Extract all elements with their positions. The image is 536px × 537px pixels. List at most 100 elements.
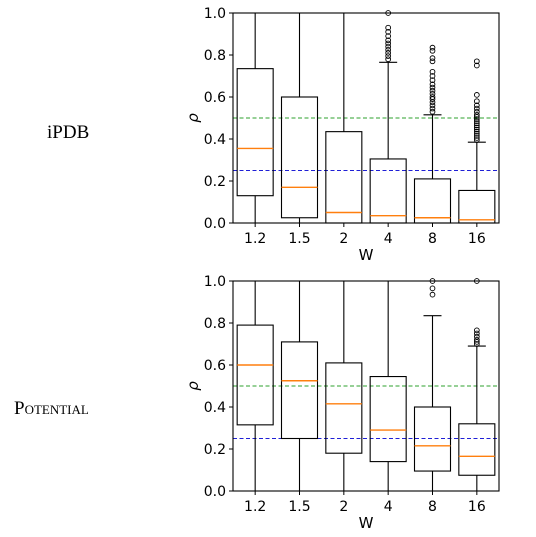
outlier-point (385, 50, 392, 56)
outlier-point (429, 285, 436, 292)
outlier-point (473, 135, 480, 141)
x-tick-label: 1.5 (288, 499, 310, 515)
y-tick-label: 0.8 (204, 48, 226, 64)
outlier-point (473, 122, 480, 129)
outlier-point (429, 73, 436, 79)
x-tick-label: 2 (339, 499, 348, 515)
outlier-point (429, 68, 436, 75)
y-tick-label: 0.4 (204, 400, 226, 416)
outlier-point (473, 327, 480, 334)
outlier-point (473, 118, 480, 125)
box-4 (369, 10, 407, 224)
box-iqr (280, 96, 319, 219)
outlier-point (429, 291, 436, 298)
outlier-point (429, 77, 436, 84)
y-tick-label: 0.0 (204, 216, 226, 232)
box-iqr (413, 406, 452, 472)
outlier-point (473, 130, 480, 137)
row-label-potential: Potential (14, 398, 89, 419)
outlier-point (473, 341, 480, 347)
outlier-point (385, 56, 392, 63)
boxplot-chart-potential: 0.0 0.2 0.4 0.6 0.8 1.0 1.2 1.5 2 4 8 16 Wρ (184, 274, 500, 532)
x-axis-label: W (359, 246, 374, 264)
y-tick-label: 0.8 (204, 316, 226, 332)
outlier-point (429, 94, 436, 100)
outlier-point (473, 128, 480, 135)
outlier-point (473, 116, 480, 122)
outlier-point (473, 62, 480, 69)
box-iqr (280, 341, 319, 440)
outlier-point (385, 33, 392, 39)
boxplot-chart-ipdb: 0.0 0.2 0.4 0.6 0.8 1.0 1.2 1.5 2 4 8 16 Wρ (184, 6, 500, 264)
outlier-point (429, 87, 436, 94)
outlier-point (473, 98, 480, 105)
outlier-point (473, 102, 480, 109)
outlier-point (385, 29, 392, 35)
outlier-point (473, 108, 480, 115)
x-tick-label: 1.2 (244, 231, 266, 247)
x-tick-label: 4 (384, 231, 393, 247)
outlier-point (429, 105, 436, 112)
outlier-point (473, 330, 480, 337)
box-iqr (325, 131, 363, 224)
outlier-point (429, 58, 436, 65)
y-tick-label: 1.0 (204, 274, 226, 290)
plot-frame (232, 12, 500, 224)
outlier-point (473, 111, 480, 118)
outlier-point (473, 124, 480, 131)
y-tick-label: 0.2 (204, 442, 226, 458)
plot-frame (232, 280, 500, 492)
y-tick-label: 0.0 (204, 484, 226, 500)
x-tick-label: 1.2 (244, 499, 266, 515)
outlier-point (473, 105, 480, 112)
outlier-point (473, 92, 480, 98)
outlier-point (429, 47, 436, 54)
outlier-point (385, 40, 392, 47)
outlier-point (385, 53, 392, 59)
outlier-point (385, 43, 392, 50)
outlier-point (473, 120, 480, 127)
y-tick-label: 0.6 (204, 358, 226, 374)
y-tick-label: 1.0 (204, 6, 226, 22)
box-iqr (325, 362, 363, 454)
outlier-point (429, 108, 436, 115)
y-axis-label: ρ (184, 113, 202, 123)
box-8 (413, 44, 452, 224)
outlier-point (473, 58, 480, 65)
box-iqr (369, 158, 407, 224)
outlier-point (429, 81, 436, 88)
x-tick-label: 4 (384, 499, 393, 515)
outlier-point (429, 44, 436, 51)
box-iqr (236, 324, 274, 426)
outlier-point (429, 102, 436, 109)
box-iqr (413, 178, 452, 224)
outlier-point (429, 90, 436, 97)
outlier-point (385, 46, 392, 53)
outlier-point (429, 55, 436, 62)
box-iqr (458, 423, 496, 476)
box-iqr (369, 376, 407, 463)
outlier-point (473, 133, 480, 139)
x-tick-label: 1.5 (288, 231, 310, 247)
outlier-point (473, 333, 480, 340)
x-tick-label: 8 (428, 231, 437, 247)
outlier-point (385, 24, 392, 31)
y-tick-label: 0.2 (204, 174, 226, 190)
y-tick-label: 0.6 (204, 90, 226, 106)
outlier-point (385, 37, 392, 44)
outlier-point (429, 84, 436, 91)
box-16 (458, 58, 496, 224)
outlier-point (473, 336, 480, 343)
outlier-point (473, 137, 480, 143)
y-axis-label: ρ (184, 381, 202, 391)
row-label-ipdb: iPDB (47, 122, 90, 143)
box-iqr (236, 68, 274, 197)
box-8 (413, 278, 452, 492)
x-axis-label: W (359, 514, 374, 532)
x-tick-label: 16 (468, 499, 486, 515)
outlier-point (473, 126, 480, 133)
y-tick-label: 0.4 (204, 132, 226, 148)
box-4 (369, 280, 407, 492)
x-tick-label: 2 (339, 231, 348, 247)
x-tick-label: 16 (468, 231, 486, 247)
